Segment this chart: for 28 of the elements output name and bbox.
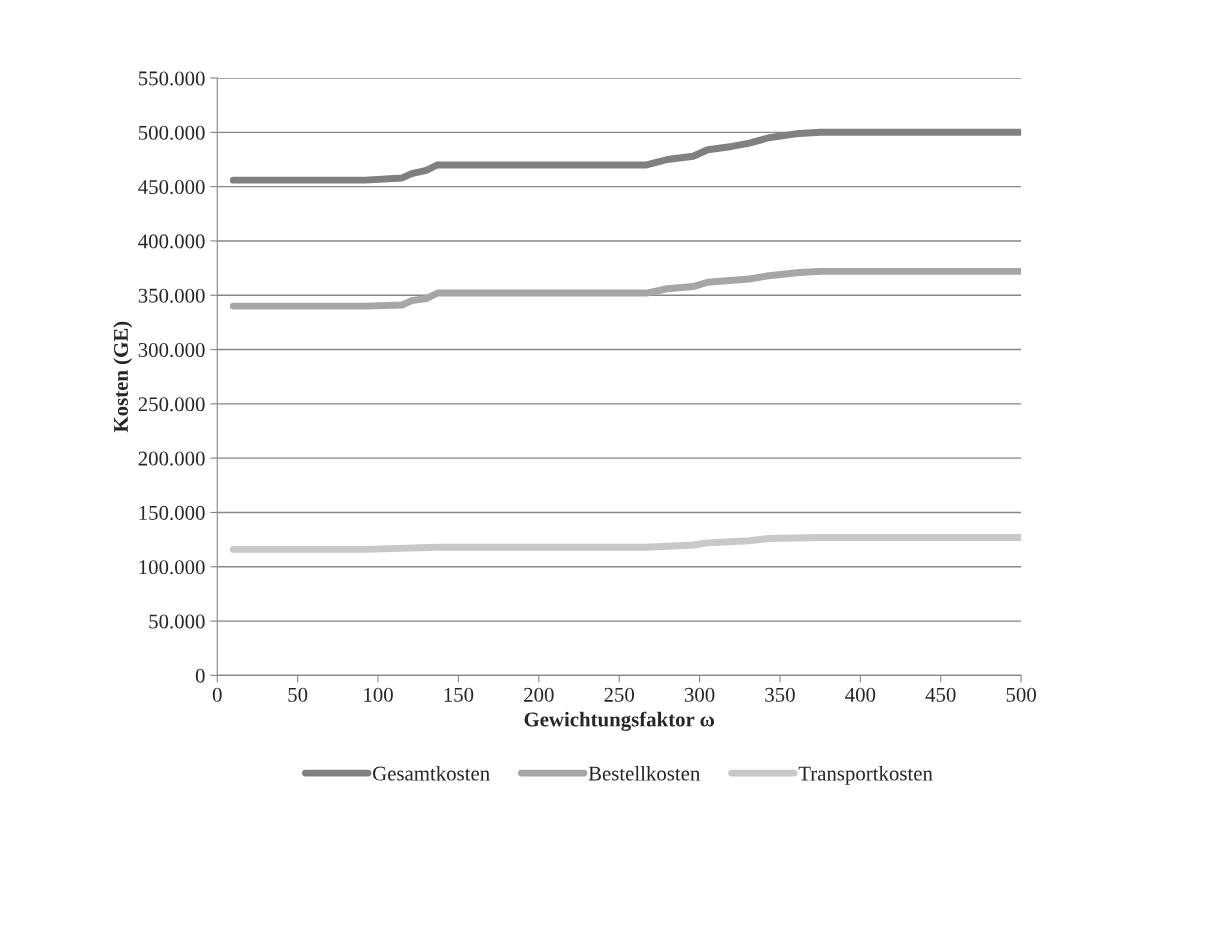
x-tick-label: 150 — [444, 687, 474, 702]
x-axis-title: Gewichtungsfaktor ω — [524, 711, 715, 731]
y-tick-label: 150.000 — [139, 505, 205, 520]
x-tick-label: 500 — [1006, 687, 1036, 702]
x-tick-label: 250 — [604, 687, 635, 702]
y-tick-label: 200.000 — [138, 451, 205, 466]
x-tick-label: 100 — [364, 687, 393, 702]
legend-label: Gesamtkosten — [372, 765, 490, 781]
y-tick-label: 0 — [195, 668, 205, 683]
y-tick-label: 350.000 — [138, 288, 205, 303]
legend-label: Transportkosten — [798, 765, 933, 785]
x-tick-label: 0 — [212, 687, 222, 702]
legend-label: Bestellkosten — [588, 765, 701, 781]
x-tick-label: 50 — [288, 687, 308, 702]
x-tick-label: 400 — [845, 687, 876, 702]
x-tick-label: 200 — [524, 687, 554, 702]
x-tick-label: 450 — [925, 687, 956, 702]
y-axis-title: Kosten (GE) — [113, 321, 133, 433]
y-tick-label: 100.000 — [139, 560, 205, 575]
x-tick-label: 300 — [684, 687, 715, 702]
y-tick-label: 500.000 — [138, 125, 205, 140]
y-tick-label: 250.000 — [138, 397, 205, 412]
y-tick-label: 300.000 — [138, 342, 205, 358]
y-tick-label: 450.000 — [138, 180, 205, 195]
x-tick-label: 350 — [765, 687, 795, 702]
y-tick-label: 550.000 — [138, 71, 205, 86]
y-tick-label: 50.000 — [149, 614, 205, 629]
y-tick-label: 400.000 — [138, 234, 205, 249]
